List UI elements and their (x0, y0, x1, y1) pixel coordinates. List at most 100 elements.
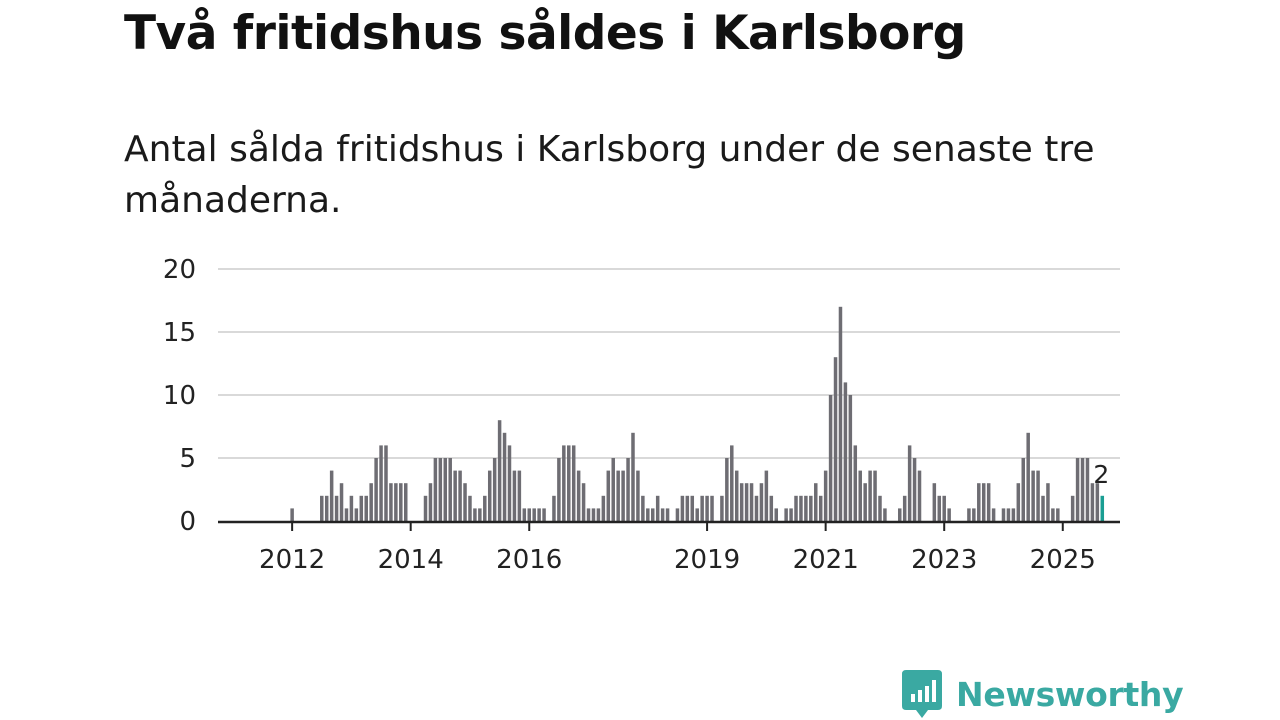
bar (606, 470, 611, 521)
bar (730, 445, 734, 521)
bar (1090, 483, 1095, 521)
bar (591, 508, 596, 521)
bar (1006, 508, 1011, 521)
bar (967, 508, 971, 521)
bar (823, 470, 828, 521)
bar (542, 508, 546, 521)
bar (1026, 432, 1030, 521)
bar (532, 508, 536, 521)
bar (744, 483, 749, 521)
bar (428, 483, 433, 521)
bar (463, 483, 467, 521)
bar (567, 445, 571, 521)
bar (458, 470, 462, 521)
bar (1011, 508, 1016, 521)
x-tick-label-2014: 2014 (378, 545, 444, 575)
bar (483, 495, 487, 521)
bar (932, 483, 937, 521)
bar (562, 445, 566, 521)
bar (438, 458, 443, 521)
bar (809, 495, 813, 521)
bar (601, 495, 606, 521)
bar (404, 483, 408, 521)
bar (324, 495, 329, 521)
x-tick-label-2019: 2019 (674, 545, 740, 575)
bar (907, 445, 912, 521)
bar (685, 495, 690, 521)
x-tick-label-2016: 2016 (496, 545, 562, 575)
bar (986, 483, 991, 521)
bar (320, 495, 324, 521)
bar (492, 458, 497, 521)
bar (502, 432, 507, 521)
bar (981, 483, 986, 521)
bar (646, 508, 650, 521)
bar (641, 495, 645, 521)
bar (468, 495, 472, 521)
bar (843, 382, 848, 521)
y-tick-label-5: 5 (179, 444, 196, 474)
bar (665, 508, 670, 521)
bar (433, 458, 438, 521)
bar (991, 508, 996, 521)
bar (769, 495, 774, 521)
bar (507, 445, 512, 521)
bar (552, 495, 556, 521)
logo-bar-3 (925, 686, 929, 702)
bar (818, 495, 823, 521)
bar (898, 508, 902, 521)
bar (611, 458, 615, 521)
bar (631, 432, 635, 521)
bar (828, 395, 833, 521)
logo-bar-4 (932, 680, 936, 702)
bar (912, 458, 917, 521)
bar (690, 495, 695, 521)
brand-name: Newsworthy (956, 674, 1184, 714)
bar (651, 508, 655, 521)
bar (838, 306, 843, 521)
bar (616, 470, 620, 521)
bars (290, 306, 1105, 521)
bar (384, 445, 388, 521)
bar (453, 470, 457, 521)
bar (586, 508, 591, 521)
bar (497, 420, 502, 521)
bar (522, 508, 527, 521)
bar (937, 495, 942, 521)
bar (863, 483, 867, 521)
bar (369, 483, 373, 521)
bar (478, 508, 482, 521)
bar (487, 470, 492, 521)
bar (349, 495, 354, 521)
bar (902, 495, 907, 521)
bar (804, 495, 808, 521)
bar (917, 470, 922, 521)
bar (725, 458, 729, 521)
bar (695, 508, 699, 521)
bar (1046, 483, 1050, 521)
bar (334, 495, 339, 521)
y-tick-label-15: 15 (163, 318, 196, 348)
bar-latest (1100, 495, 1105, 521)
bar (448, 458, 452, 521)
bar (720, 495, 724, 521)
bar (339, 483, 344, 521)
last-value-label: 2 (1093, 460, 1109, 489)
bar (399, 483, 403, 521)
bar (1031, 470, 1035, 521)
bar (734, 470, 739, 521)
bar-chart-bubble-icon (902, 670, 942, 718)
bar (1016, 483, 1021, 521)
bar (344, 508, 349, 521)
y-axis-tick-labels: 0 5 10 15 20 (163, 255, 196, 537)
bar (947, 508, 951, 521)
bar (636, 470, 640, 521)
bar (710, 495, 714, 521)
bar (394, 483, 398, 521)
bar (1070, 495, 1075, 521)
bar (848, 395, 853, 521)
bar (680, 495, 685, 521)
bar (868, 470, 872, 521)
bar (359, 495, 364, 521)
